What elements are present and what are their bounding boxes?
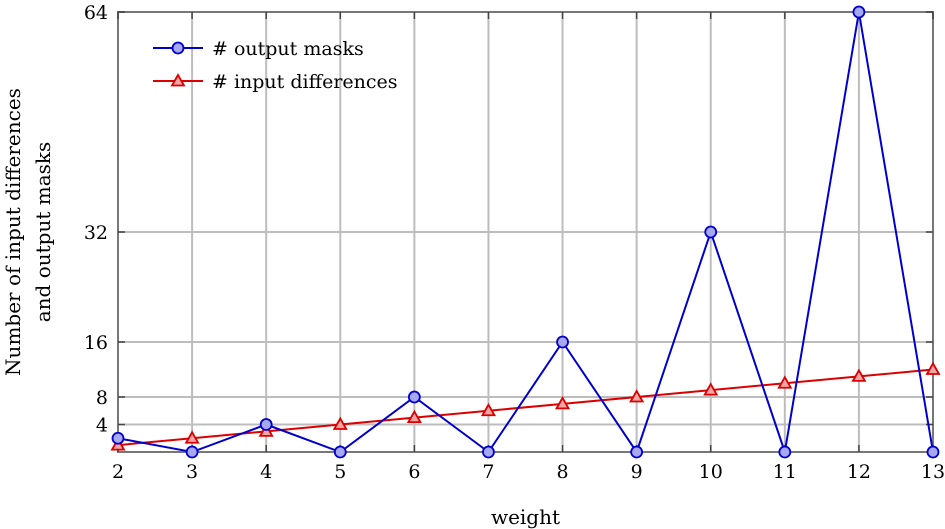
series-line	[117, 11, 934, 455]
x-tick-label: 12	[847, 461, 871, 483]
x-axis-label: weight	[491, 505, 560, 529]
data-point	[111, 431, 125, 445]
y-axis-label-line-2: and output masks	[31, 142, 55, 323]
data-point	[556, 335, 569, 349]
x-tick-label: 3	[186, 461, 198, 483]
y-tick-label: 16	[84, 332, 108, 354]
data-point	[926, 445, 940, 459]
data-point	[852, 5, 866, 19]
x-tick-label: 7	[482, 461, 494, 483]
data-point	[704, 225, 718, 239]
data-point	[554, 396, 571, 410]
y-tick-label: 64	[84, 2, 108, 24]
data-point	[925, 361, 941, 375]
x-tick-label: 2	[112, 461, 124, 483]
data-point	[629, 389, 645, 403]
data-point	[482, 445, 495, 459]
data-point	[170, 73, 186, 87]
x-tick-label: 5	[334, 461, 346, 483]
data-point	[407, 390, 421, 404]
data-point	[259, 418, 273, 431]
data-point	[185, 445, 199, 459]
x-tick-label: 9	[631, 461, 643, 483]
x-tick-label: 10	[699, 461, 723, 483]
y-tick-label: 4	[96, 415, 108, 437]
data-point	[778, 445, 792, 459]
y-tick-label: 8	[96, 387, 108, 409]
x-tick-label: 6	[408, 461, 420, 483]
legend-entry: # input differences	[153, 71, 398, 93]
data-point	[480, 402, 497, 417]
data-point	[851, 368, 867, 382]
legend-label: # input differences	[212, 71, 398, 93]
data-point	[184, 430, 200, 444]
data-point	[406, 409, 422, 424]
x-tick-label: 4	[260, 461, 272, 483]
data-point	[171, 41, 185, 55]
grid-lines	[118, 12, 933, 452]
legend: # output masks # input differences	[153, 38, 398, 93]
data-point	[703, 382, 719, 396]
data-point	[332, 416, 348, 430]
data-point	[630, 445, 644, 459]
x-tick-label: 13	[921, 461, 945, 483]
data-point	[777, 375, 793, 389]
x-tick-label: 11	[773, 461, 797, 483]
x-tick-label: 8	[556, 461, 568, 483]
legend-label: # output masks	[212, 38, 364, 60]
axis-ticks: 2 3 4 5 6 7 8 9 10 11 12 13 4 8 16 32 64	[84, 2, 945, 483]
series-output-masks	[111, 5, 940, 459]
y-axis-label-line-1: Number of input differences	[1, 88, 25, 376]
y-tick-label: 32	[84, 222, 108, 244]
legend-entry: # output masks	[153, 38, 364, 60]
series-group	[110, 5, 941, 459]
data-point	[333, 445, 347, 459]
